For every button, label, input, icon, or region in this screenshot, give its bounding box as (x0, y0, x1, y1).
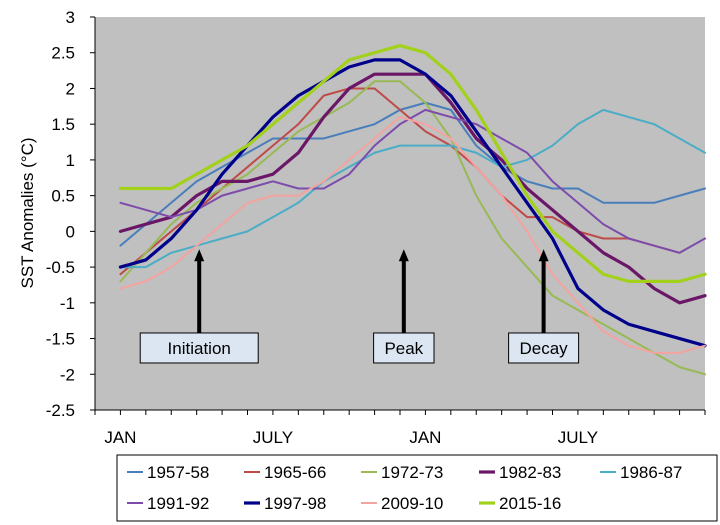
y-tick-label: 0 (66, 222, 75, 241)
x-tick-label: JULY (253, 428, 293, 447)
annotation-box (373, 332, 435, 364)
y-tick-label: 2 (66, 79, 75, 98)
series-line-1972-73 (119, 80, 706, 376)
legend-label: 1986-87 (620, 463, 682, 482)
y-tick-label: -1.5 (46, 330, 75, 349)
x-tick-label: JAN (409, 428, 441, 447)
annotation-label: Peak (384, 339, 423, 358)
y-tick-label: -2 (60, 365, 75, 384)
annotation-label: Initiation (168, 339, 231, 358)
legend-label: 1957-58 (147, 463, 209, 482)
legend-label: 2015-16 (499, 494, 561, 513)
series-line-2015-16 (118, 43, 707, 283)
legend-label: 1991-92 (147, 494, 209, 513)
x-ticks: JAN JULY JAN JULY (94, 410, 706, 447)
y-tick-label: 0.5 (51, 187, 75, 206)
x-tick-label: JULY (558, 428, 598, 447)
legend-label: 1997-98 (264, 494, 326, 513)
legend: 1957-58 1965-66 1972-73 1982-83 1986-87 1991-… (116, 454, 718, 522)
series-line-1965-66 (119, 87, 681, 276)
annotation-arrow-head (194, 249, 205, 262)
annotation-arrow-head (538, 249, 549, 262)
series-line-1982-83 (118, 72, 707, 305)
y-tick-label: 1 (66, 151, 75, 170)
y-tick-label: 1.5 (51, 115, 75, 134)
series-line-1997-98 (118, 58, 707, 348)
legend-label: 1972-73 (381, 463, 443, 482)
legend-label: 2009-10 (381, 494, 443, 513)
legend-label: 1965-66 (264, 463, 326, 482)
y-axis-label: SST Anomalies (°C) (18, 137, 37, 288)
series-line-1986-87 (119, 108, 706, 269)
annotation-label: Decay (520, 339, 569, 358)
series-line-2009-10 (119, 116, 706, 354)
y-tick-label: 3 (66, 8, 75, 27)
y-tick-label: 2.5 (51, 44, 75, 63)
lines-layer (118, 43, 707, 376)
series-line-1957-58 (119, 101, 706, 247)
annotation-box (508, 332, 580, 364)
legend-label: 1982-83 (499, 463, 561, 482)
annotation-box (139, 332, 259, 364)
y-tick-label: -0.5 (46, 258, 75, 277)
series-line-1991-92 (119, 108, 706, 254)
x-tick-label: JAN (104, 428, 136, 447)
legend-box (116, 454, 718, 522)
annotation-arrow-head (398, 249, 409, 262)
y-tick-label: -2.5 (46, 401, 75, 420)
y-ticks: -2.5 -2 -1.5 -1 -0.5 0 0.5 1 1.5 2 2.5 3 (46, 8, 95, 420)
y-tick-label: -1 (60, 294, 75, 313)
annotations: Initiation Peak Decay (139, 249, 580, 364)
